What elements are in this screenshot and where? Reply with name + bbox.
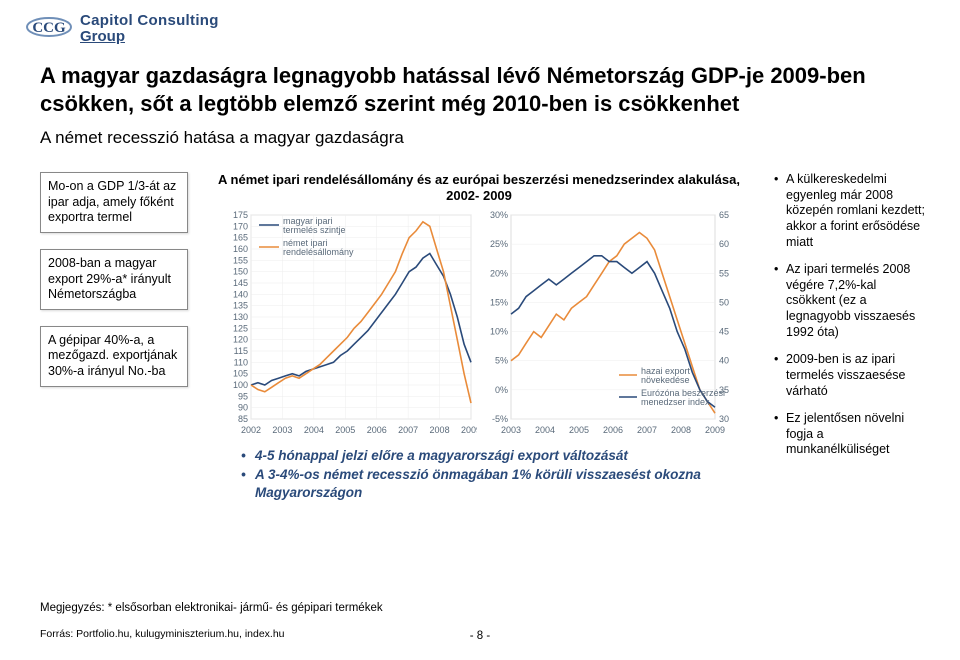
- svg-text:85: 85: [238, 414, 248, 424]
- svg-text:2004: 2004: [535, 425, 555, 435]
- svg-text:160: 160: [233, 244, 248, 254]
- chart-pair: 8590951001051101151201251301351401451501…: [204, 209, 754, 439]
- svg-text:növekedése: növekedése: [641, 375, 690, 385]
- svg-text:20%: 20%: [490, 268, 508, 278]
- footnote: Megjegyzés: * elsősorban elektronikai- j…: [40, 602, 383, 614]
- svg-text:40: 40: [719, 355, 729, 365]
- svg-text:95: 95: [238, 391, 248, 401]
- svg-text:165: 165: [233, 232, 248, 242]
- right-column: A külkereskedelmi egyenleg már 2008 köze…: [774, 172, 926, 470]
- source-line: Forrás: Portfolio.hu, kulugyminiszterium…: [40, 628, 285, 640]
- svg-text:135: 135: [233, 300, 248, 310]
- svg-text:2007: 2007: [398, 425, 418, 435]
- svg-text:2009: 2009: [705, 425, 725, 435]
- svg-text:140: 140: [233, 289, 248, 299]
- svg-text:55: 55: [719, 268, 729, 278]
- right-bullet-3: 2009-ben is az ipari termelés visszaesés…: [774, 352, 926, 399]
- chart-left: 8590951001051101151201251301351401451501…: [221, 209, 477, 439]
- svg-text:-5%: -5%: [492, 414, 508, 424]
- svg-text:0%: 0%: [495, 384, 508, 394]
- logo-mark: CCG: [24, 9, 74, 49]
- svg-text:65: 65: [719, 210, 729, 220]
- svg-text:2003: 2003: [501, 425, 521, 435]
- svg-text:155: 155: [233, 255, 248, 265]
- center-bullets: 4-5 hónappal jelzi előre a magyarországi…: [239, 447, 719, 502]
- svg-text:110: 110: [234, 357, 248, 367]
- svg-text:2004: 2004: [304, 425, 324, 435]
- svg-text:145: 145: [233, 278, 248, 288]
- svg-text:5%: 5%: [495, 355, 508, 365]
- right-bullet-4: Ez jelentősen növelni fogja a munkanélkü…: [774, 411, 926, 458]
- svg-text:termelés szintje: termelés szintje: [283, 225, 346, 235]
- left-box-2: 2008-ban a magyar export 29%-a* irányult…: [40, 249, 188, 310]
- svg-text:90: 90: [238, 402, 248, 412]
- svg-text:60: 60: [719, 239, 729, 249]
- svg-text:170: 170: [233, 221, 248, 231]
- right-bullet-2: Az ipari termelés 2008 végére 7,2%-kal c…: [774, 262, 926, 340]
- svg-text:100: 100: [233, 380, 248, 390]
- svg-text:30%: 30%: [490, 210, 508, 220]
- svg-text:menedzser index: menedzser index: [641, 397, 710, 407]
- svg-text:25%: 25%: [490, 239, 508, 249]
- svg-text:120: 120: [233, 334, 248, 344]
- left-box-1: Mo-on a GDP 1/3-át az ipar adja, amely f…: [40, 172, 188, 233]
- svg-text:175: 175: [233, 210, 248, 220]
- svg-text:2006: 2006: [603, 425, 623, 435]
- svg-text:115: 115: [234, 346, 248, 356]
- svg-text:2002: 2002: [241, 425, 261, 435]
- svg-text:105: 105: [233, 368, 248, 378]
- center-bullet-1: 4-5 hónappal jelzi előre a magyarországi…: [239, 447, 719, 465]
- svg-text:125: 125: [233, 323, 248, 333]
- svg-text:2007: 2007: [637, 425, 657, 435]
- brand-logo: CCG Capitol Consulting Group: [24, 8, 284, 50]
- logo-line2: Group: [80, 29, 219, 45]
- svg-text:2008: 2008: [671, 425, 691, 435]
- svg-text:45: 45: [719, 326, 729, 336]
- logo-text: Capitol Consulting Group: [80, 13, 219, 45]
- svg-text:2003: 2003: [272, 425, 292, 435]
- svg-text:10%: 10%: [490, 326, 508, 336]
- right-bullet-1: A külkereskedelmi egyenleg már 2008 köze…: [774, 172, 926, 250]
- slide-title: A magyar gazdaságra legnagyobb hatással …: [40, 62, 920, 117]
- svg-text:2005: 2005: [335, 425, 355, 435]
- center-bullet-2: A 3-4%-os német recesszió önmagában 1% k…: [239, 466, 719, 501]
- svg-text:rendelésállomány: rendelésállomány: [283, 247, 354, 257]
- center-chart-area: A német ipari rendelésállomány és az eur…: [204, 172, 754, 503]
- svg-text:CCG: CCG: [32, 20, 66, 36]
- svg-text:150: 150: [233, 266, 248, 276]
- svg-text:2005: 2005: [569, 425, 589, 435]
- page-number: - 8 -: [470, 630, 490, 642]
- svg-text:50: 50: [719, 297, 729, 307]
- chart-title: A német ipari rendelésállomány és az eur…: [204, 172, 754, 205]
- svg-text:2006: 2006: [367, 425, 387, 435]
- svg-text:130: 130: [233, 312, 248, 322]
- svg-text:30: 30: [719, 414, 729, 424]
- left-column: Mo-on a GDP 1/3-át az ipar adja, amely f…: [40, 172, 188, 403]
- chart-right: -5%0%5%10%15%20%25%30%303540455055606520…: [481, 209, 737, 439]
- slide-subtitle: A német recesszió hatása a magyar gazdas…: [40, 128, 920, 148]
- svg-text:2008: 2008: [430, 425, 450, 435]
- svg-text:15%: 15%: [490, 297, 508, 307]
- logo-line1: Capitol Consulting: [80, 13, 219, 29]
- svg-text:2009: 2009: [461, 425, 477, 435]
- left-box-3: A gépipar 40%-a, a mezőgazd. exportjának…: [40, 326, 188, 387]
